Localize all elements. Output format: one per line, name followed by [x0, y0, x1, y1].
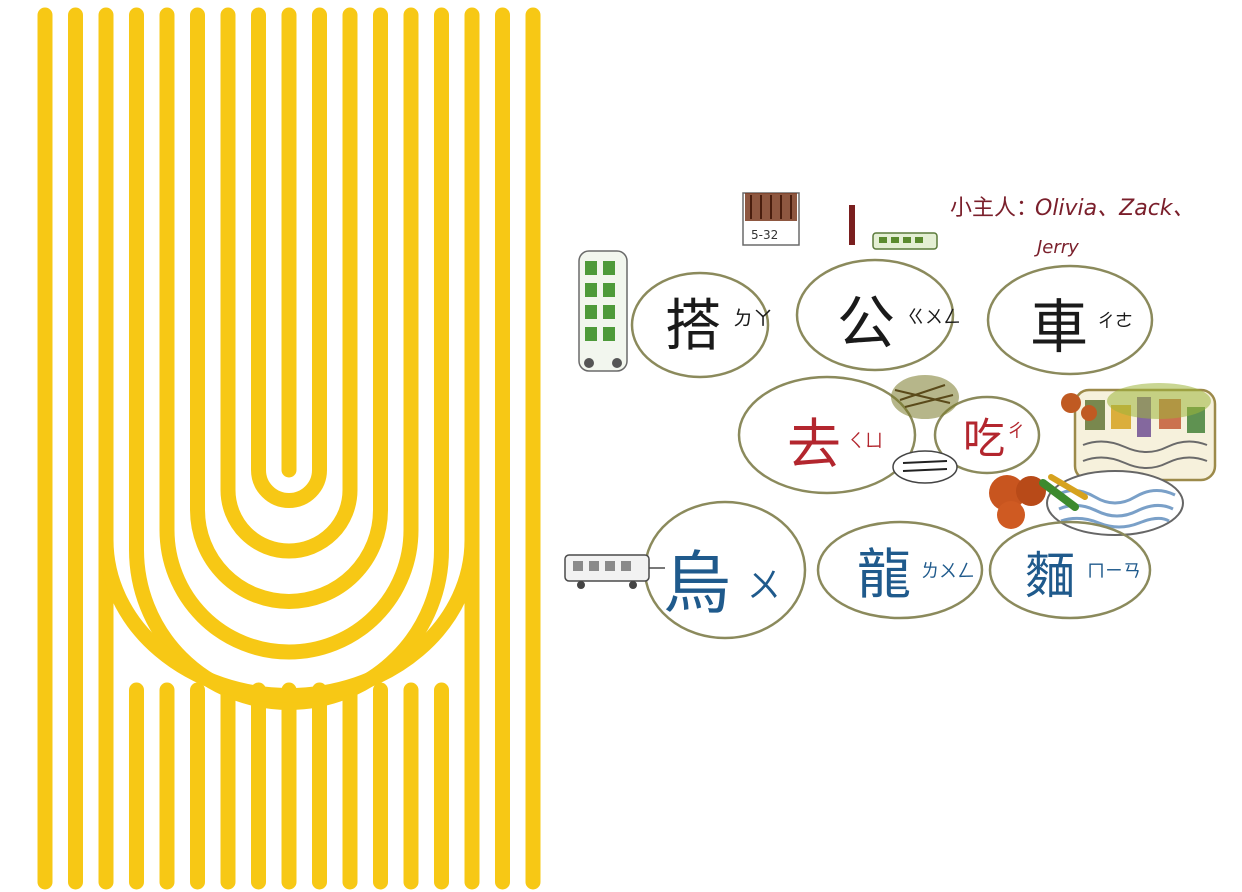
noodle-stripe-pattern — [37, 7, 541, 890]
zhuyin-wu: ㄨ — [747, 566, 781, 606]
zhuyin-chi: ㄔ — [1007, 421, 1025, 442]
child-drawing: 5-32 小主人： Olivia、Zack、 Jerry — [564, 192, 1217, 640]
char-gong: 公 — [837, 289, 895, 357]
bubble-da — [630, 271, 770, 379]
noodle-stripe — [251, 7, 327, 508]
zhuyin-gong: ㄍㄨㄥ — [907, 307, 961, 328]
char-qu: 去 — [787, 413, 841, 476]
hosts-label: 小主人： — [950, 196, 1038, 221]
char-chi: 吃 — [963, 414, 1005, 463]
food-scribble-icon — [1061, 383, 1211, 421]
bubble-mian — [988, 520, 1152, 620]
green-bus-icon — [578, 250, 628, 372]
bus-stop-sign-icon: 5-32 — [742, 192, 800, 246]
bubble-chi — [933, 395, 1041, 475]
noodle-stripes — [37, 7, 541, 890]
noodle-stripe — [159, 7, 419, 660]
zhuyin-da: ㄉㄚ — [733, 306, 773, 330]
zhuyin-long: ㄌㄨㄥ — [921, 561, 975, 582]
zhuyin-qu: ㄑㄩ — [847, 431, 883, 452]
zhuyin-che: ㄔㄜ — [1097, 311, 1133, 332]
bus-small-left-icon — [564, 554, 665, 589]
char-che: 車 — [1030, 293, 1088, 361]
char-long: 龍 — [857, 543, 911, 606]
noodle-stripe — [220, 7, 358, 559]
bus-number-text: 5-32 — [751, 228, 778, 242]
char-wu: 烏 — [663, 545, 731, 624]
hosts-names-line1: Olivia、Zack、 — [1035, 196, 1195, 221]
noodle-stripe — [190, 7, 388, 609]
noodle-outer-arc — [98, 532, 480, 703]
hosts-names-line2: Jerry — [1034, 237, 1079, 258]
bubble-gong — [795, 258, 955, 372]
small-bus-top-icon — [872, 232, 938, 250]
zhuyin-mian: ㄇㄧㄢ — [1087, 561, 1141, 582]
bubble-qu — [737, 375, 917, 495]
char-mian: 麵 — [1025, 547, 1075, 605]
chopsticks-icon — [892, 450, 958, 484]
scribble-cluster-icon — [891, 375, 959, 419]
bubble-long — [816, 520, 984, 620]
bubble-che — [986, 264, 1154, 376]
char-da: 搭 — [665, 294, 721, 359]
dumplings-icon — [989, 474, 1088, 529]
maroon-mark-icon — [849, 205, 855, 245]
